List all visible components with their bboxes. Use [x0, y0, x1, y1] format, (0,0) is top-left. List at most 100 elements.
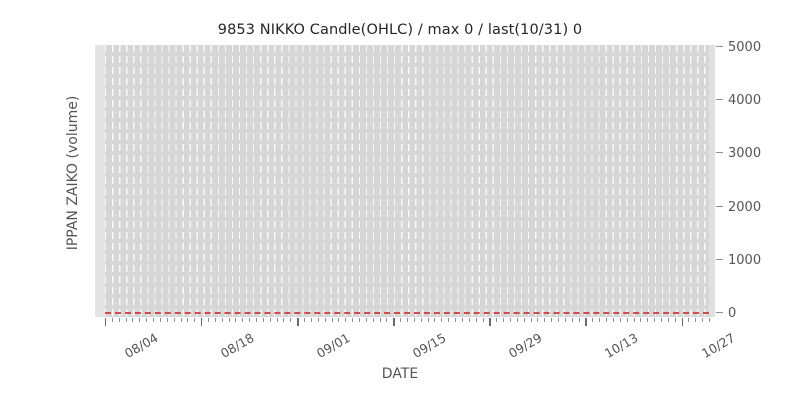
x-minor-tick-mark [132, 318, 134, 322]
x-minor-tick-mark [674, 318, 676, 322]
x-minor-tick-mark [461, 318, 463, 322]
x-minor-tick-mark [242, 318, 244, 322]
x-minor-tick-mark [365, 318, 367, 322]
x-minor-tick-mark [420, 318, 422, 322]
x-minor-tick-mark [153, 318, 155, 322]
x-minor-tick-mark [304, 318, 306, 322]
x-major-tick-mark [297, 318, 299, 326]
x-minor-tick-mark [503, 318, 505, 322]
x-minor-tick-mark [331, 318, 333, 322]
y-axis-tick-label: 0 [716, 305, 736, 323]
x-minor-tick-mark [139, 318, 141, 322]
x-minor-tick-mark [118, 318, 120, 322]
x-minor-tick-mark [468, 318, 470, 322]
x-major-tick-mark [393, 318, 395, 326]
y-tick-value: 4000 [728, 93, 762, 109]
x-minor-tick-mark [688, 318, 690, 322]
y-tick-mark-icon [716, 99, 723, 101]
plot-area[interactable] [95, 45, 715, 317]
y-axis-tick-label: 5000 [716, 39, 761, 57]
x-minor-tick-mark [702, 318, 704, 322]
x-minor-tick-mark [592, 318, 594, 322]
x-minor-tick-mark [612, 318, 614, 322]
x-minor-tick-mark [516, 318, 518, 322]
x-minor-tick-mark [256, 318, 257, 322]
x-minor-tick-mark [633, 318, 635, 322]
plot-right-margin [709, 45, 715, 317]
x-minor-tick-mark [262, 318, 264, 322]
x-minor-tick-mark [166, 318, 168, 322]
x-minor-tick-mark [496, 318, 498, 322]
x-minor-tick-mark [647, 318, 649, 322]
x-major-tick-mark [489, 318, 491, 326]
x-minor-tick-mark [578, 318, 580, 322]
x-minor-tick-mark [482, 318, 484, 322]
y-axis-tick-label: 1000 [716, 252, 761, 270]
x-minor-tick-mark [407, 318, 408, 322]
x-minor-tick-mark [434, 318, 436, 322]
x-minor-tick-mark [695, 318, 697, 322]
x-minor-tick-mark [413, 318, 415, 322]
x-major-tick-mark [585, 318, 587, 326]
x-minor-tick-mark [551, 318, 553, 322]
x-minor-tick-mark [709, 318, 710, 322]
x-major-tick-mark [105, 318, 107, 326]
x-axis-tick-label: 10/27 [698, 330, 738, 362]
x-minor-tick-mark [441, 318, 443, 322]
plot-left-margin [95, 45, 105, 317]
vertical-gridlines [105, 45, 709, 317]
x-minor-tick-mark [667, 318, 669, 322]
x-minor-tick-mark [640, 318, 642, 322]
x-minor-tick-mark [194, 318, 196, 322]
y-axis-tick-label: 4000 [716, 92, 761, 110]
x-minor-tick-mark [386, 318, 388, 322]
x-axis-tick-label: 09/29 [506, 330, 545, 362]
x-minor-tick-mark [352, 318, 354, 322]
x-minor-tick-mark [654, 318, 656, 322]
x-minor-tick-mark [523, 318, 525, 322]
x-minor-tick-mark [427, 318, 429, 322]
y-tick-mark-icon [716, 152, 723, 154]
y-tick-value: 3000 [728, 146, 762, 162]
x-axis-tick-label: 08/18 [217, 330, 257, 362]
x-minor-tick-mark [455, 318, 457, 322]
x-minor-tick-mark [475, 318, 477, 322]
y-tick-mark-icon [716, 46, 723, 47]
x-minor-tick-mark [358, 318, 360, 322]
series-line-ippan-zaiko [105, 312, 709, 314]
x-minor-tick-mark [379, 318, 381, 322]
x-minor-tick-mark [228, 318, 230, 322]
x-minor-tick-mark [269, 318, 271, 322]
x-minor-tick-mark [187, 318, 189, 322]
x-minor-tick-mark [571, 318, 573, 322]
x-minor-tick-mark [310, 318, 312, 322]
x-minor-tick-mark [159, 318, 161, 322]
x-minor-tick-mark [660, 318, 662, 322]
x-minor-tick-mark [235, 318, 237, 322]
y-tick-value: 1000 [728, 252, 762, 268]
x-minor-tick-mark [324, 318, 326, 322]
x-minor-tick-mark [180, 318, 182, 322]
x-major-tick-mark [681, 318, 683, 326]
x-minor-tick-mark [173, 318, 175, 322]
y-axis-tick-label: 3000 [716, 145, 761, 163]
y-tick-value: 2000 [728, 199, 762, 215]
x-minor-tick-mark [599, 318, 601, 322]
y-axis-title: IPPAN ZAIKO (volume) [65, 95, 81, 251]
x-minor-tick-mark [530, 318, 532, 322]
x-minor-tick-mark [564, 318, 566, 322]
x-minor-tick-mark [146, 318, 148, 322]
x-axis-ticks [95, 318, 715, 326]
x-minor-tick-mark [276, 318, 278, 322]
x-axis-tick-label: 08/04 [121, 330, 161, 362]
x-axis-title: DATE [381, 366, 419, 382]
y-tick-mark-icon [716, 205, 723, 207]
x-major-tick-mark [201, 318, 203, 326]
x-minor-tick-mark [448, 318, 450, 322]
x-minor-tick-mark [619, 318, 621, 322]
chart-title: 9853 NIKKO Candle(OHLC) / max 0 / last(1… [217, 22, 583, 38]
x-minor-tick-mark [221, 318, 223, 322]
x-minor-tick-mark [372, 318, 374, 322]
x-minor-tick-mark [317, 318, 319, 322]
